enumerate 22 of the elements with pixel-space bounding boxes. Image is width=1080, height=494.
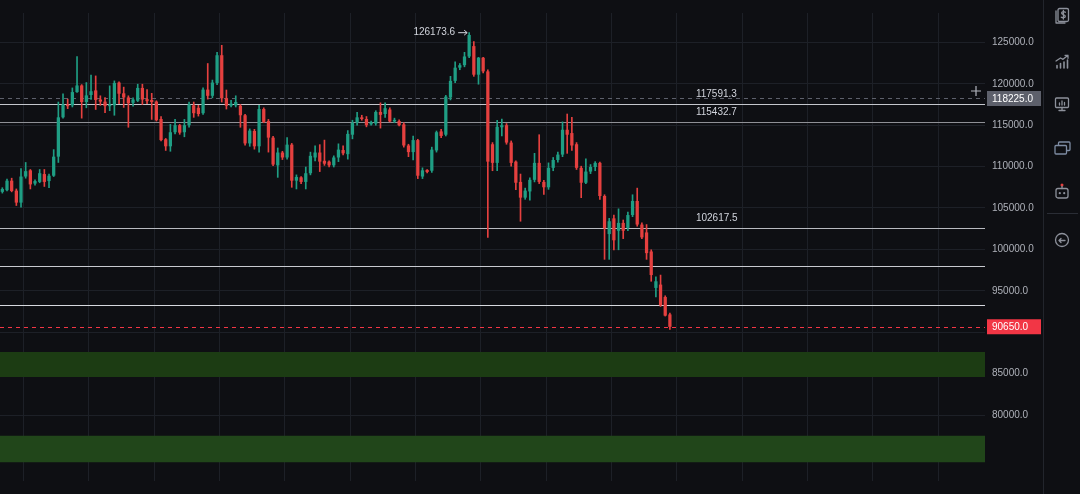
ref-line-label: 117591.3	[695, 88, 738, 100]
y-tick-label: 120000.0	[992, 77, 1035, 89]
candlestick	[108, 85, 112, 112]
candlestick	[145, 89, 149, 104]
ref-line-label: 102617.5	[695, 212, 739, 224]
ref-line-label: 118225.0	[992, 92, 1034, 104]
candlestick	[565, 113, 569, 154]
y-tick-label: 105000.0	[992, 201, 1035, 213]
ref-line-label: 115432.7	[695, 106, 738, 118]
y-tick-label: 80000.0	[992, 408, 1029, 420]
y-tick-label: 125000.0	[992, 36, 1035, 48]
y-tick-label: 85000.0	[992, 367, 1029, 379]
annotation: 126173.6	[413, 26, 456, 38]
candlestick	[75, 56, 79, 93]
y-tick-label: 95000.0	[992, 284, 1029, 296]
ref-line-label: 90650.0	[992, 321, 1029, 333]
candlestick	[66, 98, 70, 109]
y-tick-label: 115000.0	[992, 118, 1034, 130]
candlestick	[206, 63, 210, 100]
y-tick-label: 110000.0	[992, 160, 1034, 172]
candlestick	[89, 74, 93, 100]
y-tick-label: 100000.0	[992, 243, 1035, 255]
